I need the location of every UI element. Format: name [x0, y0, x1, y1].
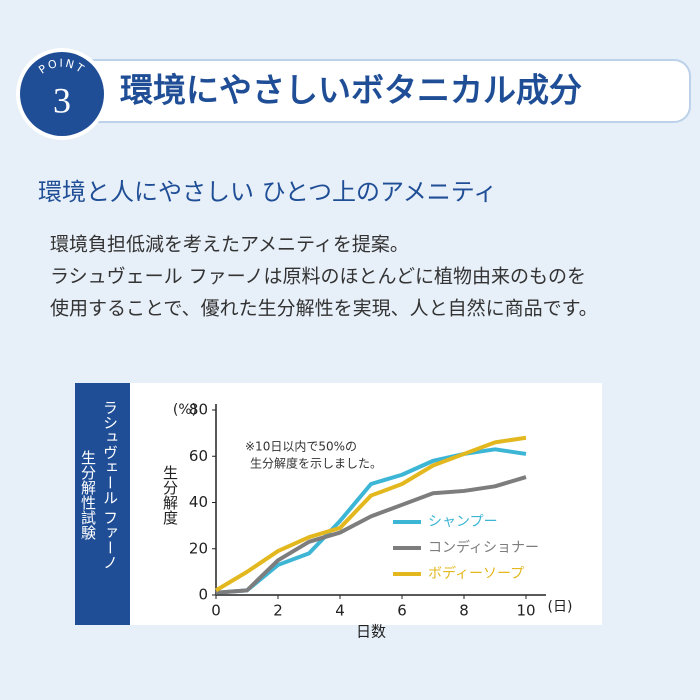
x-tick-label: 6 [397, 602, 407, 620]
series-line [215, 475, 527, 595]
x-unit: (日) [548, 599, 573, 615]
y-tick-label: 0 [198, 586, 208, 604]
body-line: 使用することで、優れた生分解性を実現、人と自然に商品です。 [50, 298, 598, 320]
y-tick-label: 20 [189, 539, 208, 557]
side-tab [75, 383, 130, 625]
badge-word-text: POINT [36, 57, 87, 77]
body-line: 環境負担低減を考えたアメニティを提案。 [50, 234, 409, 256]
side-label: 生分解性試験 [79, 450, 97, 540]
x-tick-label: 10 [516, 602, 535, 620]
series-line [215, 447, 527, 595]
legend-label: コンディショナー [428, 539, 539, 556]
x-label: 日数 [356, 623, 386, 641]
badge-number: 3 [53, 80, 71, 120]
legend-label: ボディーソープ [428, 565, 524, 582]
badge-word: POINT [36, 57, 85, 77]
subtitle: 環境と人にやさしい ひとつ上のアメニティ [38, 178, 497, 206]
annotation: 生分解度を示しました。 [250, 456, 382, 471]
badge [20, 52, 104, 136]
x-tick-label: 0 [211, 602, 221, 620]
annotation: ※10日以内で50%の [245, 440, 357, 454]
y-tick-label: 80 [189, 401, 208, 419]
x-tick-label: 4 [335, 602, 345, 620]
x-tick-label: 2 [273, 602, 283, 620]
y-label: 生分解度 [161, 465, 179, 525]
y-tick-label: 60 [189, 447, 208, 465]
title: 環境にやさしいボタニカル成分 [120, 71, 582, 110]
chart-panel [75, 383, 602, 625]
legend-label: シャンプー [428, 514, 498, 530]
y-unit: (%) [173, 402, 197, 418]
side-label: ラシュヴェール ファーノ [101, 400, 119, 570]
series-line [214, 435, 527, 593]
x-tick-label: 8 [459, 602, 469, 620]
y-tick-label: 40 [189, 493, 208, 511]
body-line: ラシュヴェール ファーノは原料のほとんどに植物由来のものを [50, 266, 586, 288]
